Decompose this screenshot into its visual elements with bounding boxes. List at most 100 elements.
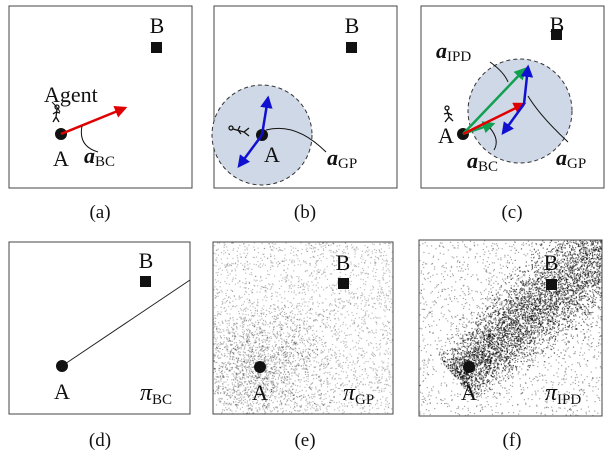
sample: [243, 411, 244, 412]
panel-a: B A Agent aBC (a): [9, 6, 192, 223]
sample: [227, 300, 228, 301]
sample: [228, 353, 229, 354]
sample: [307, 251, 308, 252]
sample: [589, 383, 590, 384]
point-label: B: [150, 13, 165, 38]
sample: [313, 337, 314, 338]
sample: [343, 343, 344, 344]
sample: [306, 399, 307, 400]
sample: [365, 284, 366, 285]
sample: [382, 396, 383, 397]
sample: [277, 292, 278, 293]
subscript: GP: [355, 392, 374, 408]
sample: [250, 362, 251, 363]
sample: [334, 402, 335, 403]
sample: [427, 344, 428, 345]
sample: [315, 344, 316, 345]
sample: [349, 277, 350, 278]
sample: [582, 382, 583, 383]
sample: [281, 350, 282, 351]
sample: [370, 289, 371, 290]
sample: [343, 356, 344, 357]
sample: [227, 341, 228, 342]
sample: [380, 291, 381, 292]
sample: [238, 402, 239, 403]
sample: [177, 381, 178, 382]
sample: [373, 318, 374, 319]
sample: [270, 336, 271, 337]
sample: [378, 258, 379, 259]
sample: [363, 331, 364, 332]
sample: [198, 407, 199, 408]
sample: [538, 380, 539, 381]
sample: [374, 377, 375, 378]
sample: [284, 248, 285, 249]
sample: [324, 343, 325, 344]
sample: [443, 254, 444, 255]
sample: [363, 323, 364, 324]
sample: [286, 369, 287, 370]
sample: [246, 371, 247, 372]
sample: [438, 337, 439, 338]
sample: [502, 387, 503, 388]
sample: [294, 285, 295, 286]
sample: [217, 293, 218, 294]
sample: [387, 380, 388, 381]
sample: [240, 423, 241, 424]
sample: [248, 336, 249, 337]
sample: [389, 270, 390, 271]
sample: [375, 279, 376, 280]
sample: [279, 281, 280, 282]
sample: [313, 345, 314, 346]
sample: [286, 272, 287, 273]
sample: [480, 292, 481, 293]
sample: [235, 379, 236, 380]
sample: [317, 273, 318, 274]
sample: [327, 327, 328, 328]
sample: [283, 340, 284, 341]
sample: [326, 411, 327, 412]
sample: [300, 353, 301, 354]
sample: [227, 320, 228, 321]
sample: [260, 258, 261, 259]
sample: [516, 250, 517, 251]
sample: [275, 398, 276, 399]
sample: [350, 272, 351, 273]
sample: [358, 385, 359, 386]
sample: [423, 365, 424, 366]
sample: [249, 364, 250, 365]
sample: [251, 410, 252, 411]
sample: [262, 405, 263, 406]
sample: [216, 272, 217, 273]
sample: [232, 384, 233, 385]
sample: [495, 281, 496, 282]
sample: [377, 381, 378, 382]
sample: [217, 331, 218, 332]
sample: [248, 367, 249, 368]
sample: [322, 320, 323, 321]
sample: [339, 356, 340, 357]
sample: [247, 330, 248, 331]
sample: [308, 374, 309, 375]
sample: [216, 389, 217, 390]
sample: [245, 344, 246, 345]
sample: [542, 265, 543, 266]
sample: [273, 349, 274, 350]
sample: [376, 408, 377, 409]
sample: [248, 355, 249, 356]
sample: [292, 260, 293, 261]
sample: [564, 382, 565, 383]
sample: [330, 326, 331, 327]
sample: [229, 254, 230, 255]
sample: [304, 292, 305, 293]
sample: [221, 371, 222, 372]
sample: [211, 401, 212, 402]
sample: [435, 248, 436, 249]
sample: [270, 395, 271, 396]
sample: [314, 403, 315, 404]
sample: [223, 331, 224, 332]
sample: [499, 380, 500, 381]
sample: [258, 265, 259, 266]
sample: [260, 292, 261, 293]
sample: [273, 360, 274, 361]
